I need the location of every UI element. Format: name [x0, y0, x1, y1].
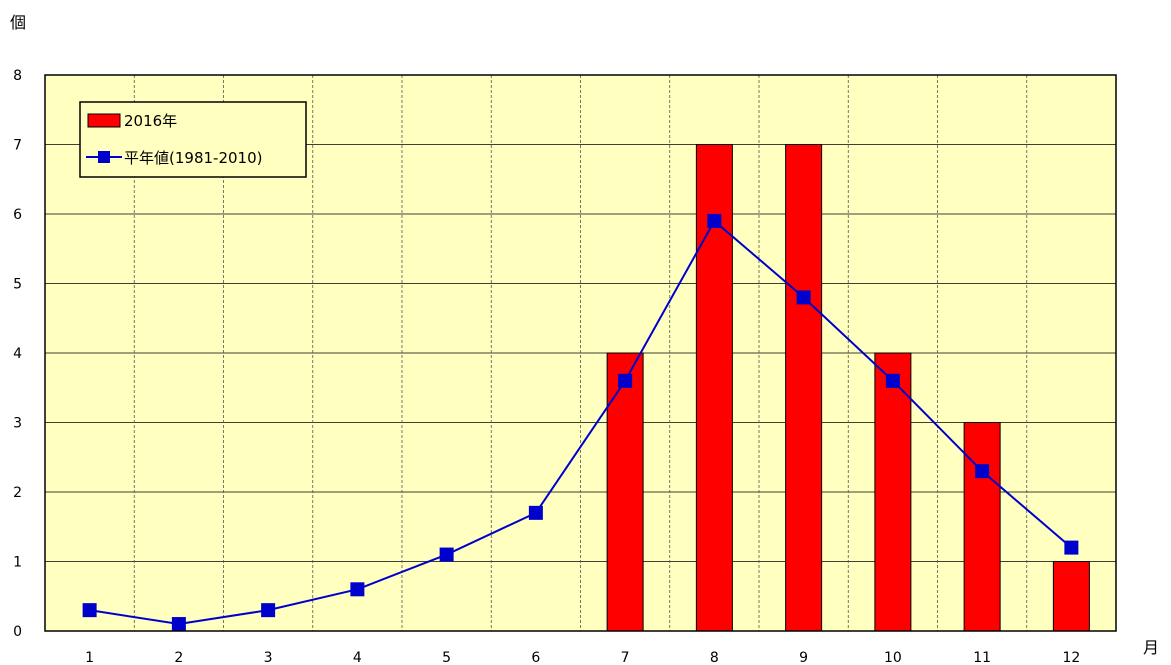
legend-label-normal: 平年値(1981-2010) — [124, 149, 262, 167]
y-axis-unit-label: 個 — [10, 13, 26, 32]
y-tick-label: 1 — [13, 555, 22, 571]
y-tick-label: 2 — [13, 485, 22, 501]
x-tick-label: 5 — [442, 650, 451, 665]
x-tick-label: 11 — [973, 650, 991, 665]
x-tick-label: 9 — [799, 650, 808, 665]
x-axis-ticks: 1 2 3 4 5 6 7 8 9 10 11 12 — [85, 650, 1080, 665]
y-tick-label: 3 — [13, 416, 22, 432]
normal-point-5 — [439, 547, 454, 562]
x-tick-label: 10 — [884, 650, 902, 665]
bar-11 — [963, 422, 1001, 632]
x-tick-label: 7 — [621, 650, 630, 665]
normal-line-path — [89, 219, 1073, 626]
legend-bar-swatch — [87, 113, 121, 128]
normal-point-12 — [1064, 540, 1079, 555]
plot-border — [44, 74, 1117, 632]
line-series-normal — [82, 213, 1079, 632]
normal-point-7 — [618, 373, 633, 388]
legend-square-marker-icon — [98, 151, 110, 163]
x-axis-unit-label: 月 — [1143, 638, 1159, 657]
x-tick-label: 8 — [710, 650, 719, 665]
normal-point-8 — [707, 213, 722, 228]
normal-point-1 — [82, 603, 97, 618]
x-tick-label: 2 — [174, 650, 183, 665]
bar-7 — [606, 352, 644, 632]
y-tick-label: 6 — [13, 207, 22, 223]
x-tick-label: 12 — [1062, 650, 1080, 665]
x-tick-label: 1 — [85, 650, 94, 665]
normal-point-2 — [171, 617, 186, 632]
x-tick-label: 3 — [264, 650, 273, 665]
normal-point-10 — [885, 373, 900, 388]
x-tick-label: 6 — [531, 650, 540, 665]
normal-point-4 — [350, 582, 365, 597]
y-tick-label: 4 — [13, 346, 22, 362]
normal-point-11 — [975, 464, 990, 479]
normal-point-9 — [796, 290, 811, 305]
normal-point-6 — [528, 505, 543, 520]
y-tick-label: 8 — [13, 68, 22, 84]
y-tick-label: 0 — [13, 624, 22, 640]
bar-9 — [785, 144, 823, 632]
y-tick-label: 5 — [13, 277, 22, 293]
legend: 2016年 平年値(1981-2010) — [79, 101, 307, 178]
y-axis-ticks: 0 1 2 3 4 5 6 7 8 — [13, 68, 22, 640]
bar-12 — [1052, 561, 1090, 632]
y-tick-label: 7 — [13, 138, 22, 154]
bar-series-2016 — [606, 144, 1090, 632]
legend-label-2016: 2016年 — [124, 112, 177, 130]
x-tick-label: 4 — [353, 650, 362, 665]
normal-point-3 — [261, 603, 276, 618]
